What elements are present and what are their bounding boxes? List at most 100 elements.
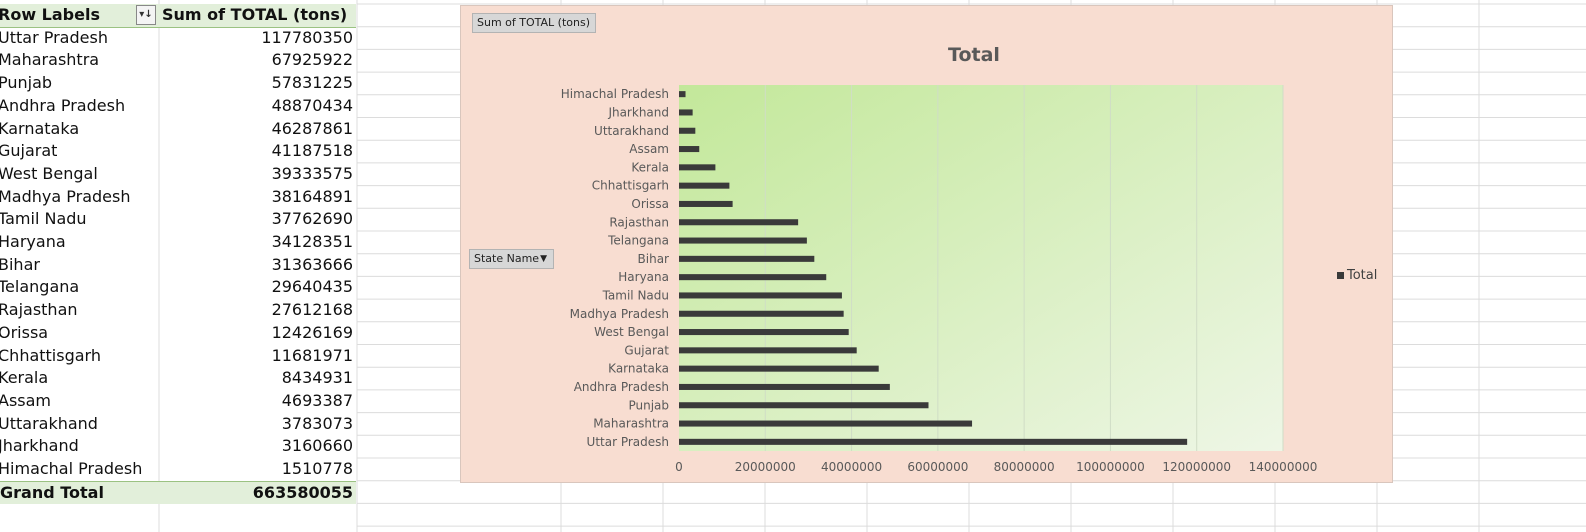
bar[interactable] (679, 274, 827, 281)
pivot-row-label[interactable]: Assam (0, 390, 52, 410)
legend-label: Total (1347, 268, 1378, 283)
bar[interactable] (679, 402, 929, 409)
pivot-row-label[interactable]: Haryana (0, 232, 66, 251)
bar[interactable] (679, 164, 716, 171)
pivot-row-label[interactable]: Orissa (0, 322, 49, 342)
bar[interactable] (679, 383, 890, 390)
pivot-row-label[interactable]: Punjab (0, 73, 53, 93)
pivot-row: Karnataka 46287861 (0, 118, 356, 141)
y-category-label: Rajasthan (609, 215, 669, 229)
pivot-row-value: 117780350 (261, 27, 353, 47)
pivot-row: Uttarakhand 3783073 (0, 413, 356, 436)
pivot-row-label[interactable]: Maharashtra (0, 50, 100, 70)
filter-dropdown-icon[interactable]: ▾↓ (136, 5, 156, 25)
pivot-row-label[interactable]: Jharkhand (0, 436, 79, 456)
y-category-label: Bihar (638, 252, 670, 266)
y-category-label: Tamil Nadu (602, 288, 669, 302)
pivot-row-label[interactable]: Uttarakhand (0, 413, 98, 433)
pivot-row-value: 27612168 (271, 300, 353, 320)
bar[interactable] (679, 127, 696, 134)
pivot-row-label[interactable]: Madhya Pradesh (0, 186, 131, 206)
bar[interactable] (679, 219, 799, 226)
pivot-row-value: 38164891 (271, 186, 353, 206)
value-field-button[interactable]: Sum of TOTAL (tons) (472, 13, 596, 33)
x-tick-label: 0 (675, 460, 683, 474)
pivot-row-label[interactable]: Karnataka (0, 118, 80, 138)
bar[interactable] (679, 420, 973, 427)
y-category-label: Himachal Pradesh (561, 87, 669, 101)
pivot-row-label[interactable]: Uttar Pradesh (0, 27, 108, 47)
pivot-row: Assam 4693387 (0, 390, 356, 413)
bar[interactable] (679, 237, 807, 244)
pivot-header-row: Row Labels ▾↓ Sum of TOTAL (tons) (0, 4, 356, 28)
x-tick-label: 40000000 (821, 460, 882, 474)
pivot-row-label[interactable]: Telangana (0, 277, 80, 297)
pivot-row-value: 48870434 (271, 95, 353, 115)
pivot-row-value: 3160660 (281, 436, 353, 456)
axis-field-button-label: State Name (474, 252, 540, 265)
pivot-row: Uttar Pradesh 117780350 (0, 27, 356, 50)
row-labels-header[interactable]: Row Labels (0, 5, 100, 24)
pivot-row: Jharkhand 3160660 (0, 435, 356, 458)
pivot-row-label[interactable]: Kerala (0, 368, 49, 388)
pivot-row-label[interactable]: Tamil Nadu (0, 209, 87, 229)
pivot-row-value: 41187518 (271, 141, 353, 161)
chart-title[interactable]: Total (948, 44, 1000, 66)
pivot-row-value: 67925922 (271, 50, 353, 70)
grand-total-label: Grand Total (0, 482, 104, 502)
value-field-header[interactable]: Sum of TOTAL (tons) (162, 5, 348, 24)
pivot-row-label[interactable]: Andhra Pradesh (0, 95, 126, 115)
pivot-row-label[interactable]: Bihar (0, 254, 40, 274)
pivot-row-label[interactable]: West Bengal (0, 163, 98, 183)
pivot-row-value: 11681971 (271, 345, 353, 365)
y-category-label: Kerala (631, 160, 669, 174)
pivot-row-value: 8434931 (281, 368, 353, 388)
grand-total-row: Grand Total 663580055 (0, 480, 356, 505)
y-category-label: Telangana (607, 234, 669, 248)
bar[interactable] (679, 146, 700, 153)
bar[interactable] (679, 91, 686, 98)
bar[interactable] (679, 310, 844, 317)
pivot-chart[interactable]: Sum of TOTAL (tons) State Name ▼ Total H… (460, 5, 1393, 483)
y-category-label: Punjab (628, 398, 669, 412)
pivot-row-value: 46287861 (271, 118, 353, 138)
bar[interactable] (679, 200, 733, 207)
pivot-row: Kerala 8434931 (0, 367, 356, 390)
x-tick-label: 80000000 (994, 460, 1055, 474)
plot-area (679, 85, 1283, 451)
bar[interactable] (679, 109, 693, 116)
pivot-row: Telangana 29640435 (0, 276, 356, 299)
bar[interactable] (679, 438, 1188, 445)
pivot-row: Maharashtra 67925922 (0, 49, 356, 72)
bar[interactable] (679, 255, 815, 262)
pivot-row-value: 57831225 (271, 73, 353, 93)
legend-swatch (1337, 272, 1344, 279)
pivot-row: Andhra Pradesh 48870434 (0, 95, 356, 118)
axis-field-button[interactable]: State Name ▼ (469, 249, 554, 269)
pivot-row-label[interactable]: Himachal Pradesh (0, 459, 143, 478)
pivot-row-value: 37762690 (271, 209, 353, 229)
bar[interactable] (679, 329, 849, 336)
y-category-label: Andhra Pradesh (574, 380, 669, 394)
pivot-row-label[interactable]: Gujarat (0, 141, 58, 161)
pivot-row-value: 29640435 (271, 277, 353, 297)
pivot-row: Chhattisgarh 11681971 (0, 345, 356, 368)
bar[interactable] (679, 365, 879, 372)
chevron-down-icon: ▼ (540, 254, 547, 264)
x-tick-label: 100000000 (1076, 460, 1145, 474)
pivot-row-value: 4693387 (281, 390, 353, 410)
y-category-label: Orissa (631, 197, 669, 211)
pivot-row: Gujarat 41187518 (0, 140, 356, 163)
x-tick-label: 140000000 (1249, 460, 1318, 474)
pivot-row-label[interactable]: Chhattisgarh (0, 345, 101, 365)
bar[interactable] (679, 292, 842, 299)
y-category-label: Karnataka (608, 362, 669, 376)
pivot-row-value: 31363666 (271, 254, 353, 274)
bar[interactable] (679, 182, 730, 189)
y-category-label: Uttarakhand (594, 124, 669, 138)
chart-legend[interactable]: Total (1337, 268, 1377, 283)
pivot-row: Haryana 34128351 (0, 231, 356, 254)
pivot-row-label[interactable]: Rajasthan (0, 300, 78, 320)
pivot-row: Himachal Pradesh 1510778 (0, 458, 356, 481)
bar[interactable] (679, 347, 857, 354)
